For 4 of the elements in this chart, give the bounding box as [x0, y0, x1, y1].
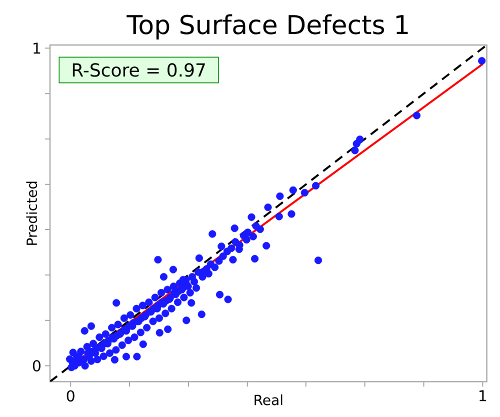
chart-title: Top Surface Defects 1 — [126, 14, 408, 40]
x-axis-title: Real — [254, 394, 282, 406]
y-axis-title: Predicted — [26, 182, 38, 245]
annotation: R-Score = 0.97 — [72, 63, 205, 77]
